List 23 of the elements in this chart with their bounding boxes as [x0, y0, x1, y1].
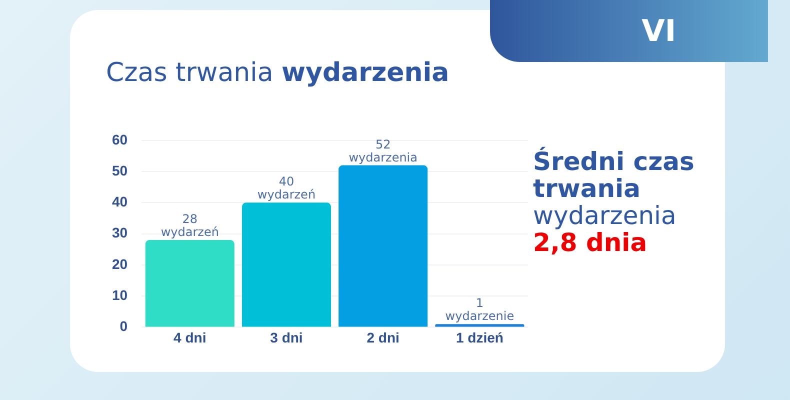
chart-title: Czas trwania wydarzenia: [106, 58, 450, 88]
y-tick-label: 40: [112, 194, 128, 210]
bar: [145, 240, 234, 327]
y-tick-label: 50: [112, 162, 128, 178]
text: VI: [490, 0, 768, 62]
bar: [338, 165, 428, 327]
data-label: 52 wydarzenia: [348, 137, 418, 164]
y-tick-label: 0: [120, 318, 128, 334]
y-tick-label: 20: [112, 256, 128, 272]
y-tick-label: 30: [112, 224, 128, 241]
y-tick-label: 60: [112, 131, 128, 148]
x-tick-label: 4 dni: [174, 329, 206, 346]
data-label: 28 wydarzeń: [160, 212, 219, 240]
x-tick-label: 1 dzień: [456, 329, 504, 346]
y-tick-label: 10: [112, 286, 128, 303]
x-tick-label: 2 dni: [366, 329, 400, 346]
data-label: 40 wydarzeń: [257, 174, 316, 202]
text: 2,8 dnia: [533, 228, 648, 257]
bar: [435, 324, 524, 327]
x-tick-label: 3 dni: [270, 329, 303, 346]
text: wydarzenia: [533, 201, 678, 230]
data-label: 1 wydarzenie: [445, 296, 514, 324]
bar: [242, 202, 331, 327]
